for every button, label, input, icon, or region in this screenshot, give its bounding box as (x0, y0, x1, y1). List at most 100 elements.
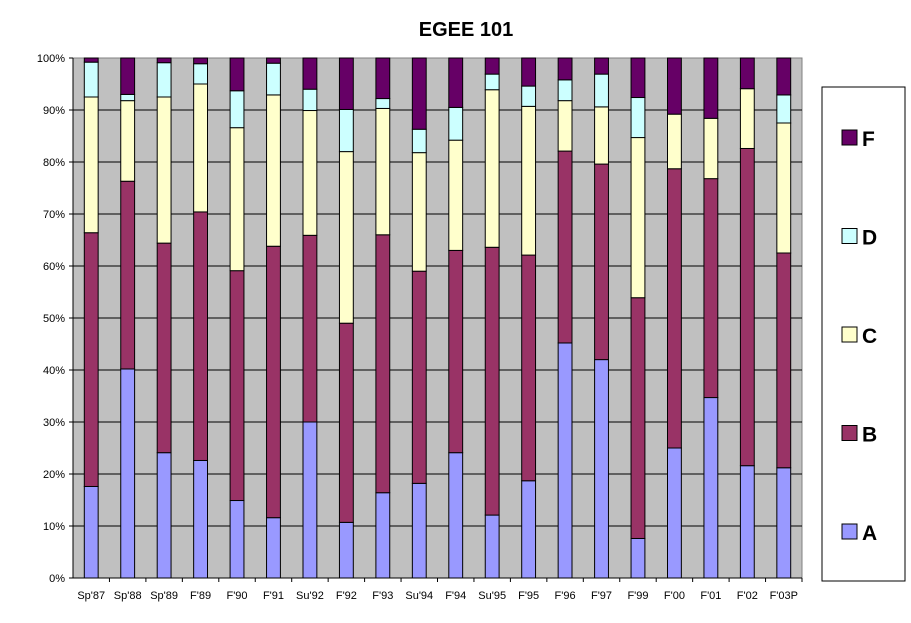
bar-segment-a (557, 342, 573, 579)
x-tick-label: Sp'88 (114, 590, 142, 602)
legend-swatch-c (841, 326, 858, 343)
bar-segment-a (156, 452, 172, 579)
x-tick-label: F'94 (445, 590, 466, 602)
bar-segment-c (302, 110, 318, 236)
bar-segment-f (703, 57, 719, 119)
bar-segment-b (484, 246, 500, 516)
bar-segment-c (557, 100, 573, 152)
bar-segment-f (557, 57, 573, 81)
bar-segment-a (776, 467, 792, 579)
bar-segment-f (521, 57, 537, 87)
bar-segment-c (666, 113, 682, 170)
bar-segment-c (375, 107, 391, 236)
bar-segment-f (83, 57, 99, 63)
bar-segment-a (338, 521, 354, 579)
bar-segment-b (411, 270, 427, 484)
bar-segment-b (83, 232, 99, 487)
y-tick-label: 30% (43, 417, 65, 429)
bar-segment-a (120, 368, 136, 579)
x-tick-label: F'00 (664, 590, 685, 602)
bar-segment-d (630, 97, 646, 139)
legend-label: A (862, 522, 877, 545)
bar-segment-d (594, 73, 609, 108)
bar-segment-d (229, 90, 245, 129)
bar-segment-d (375, 98, 391, 109)
chart-title: EGEE 101 (419, 19, 514, 41)
bar-segment-b (229, 270, 245, 502)
bar-segment-f (302, 57, 318, 90)
x-tick-label: Su'92 (296, 590, 324, 602)
bar-segment-f (666, 57, 682, 115)
bar-segment-b (156, 242, 172, 454)
x-tick-label: Sp'87 (77, 590, 105, 602)
legend-items: F D C B A (841, 128, 877, 545)
bar-segment-c (484, 89, 500, 248)
bar-segment-a (83, 485, 99, 579)
bar-segment-f (375, 57, 391, 100)
bar-segment-d (193, 63, 209, 85)
bar-segment-d (448, 106, 464, 141)
bar-segment-a (448, 452, 464, 579)
bar-segment-f (193, 57, 209, 65)
bar-segment-a (594, 359, 609, 579)
x-tick-label: F'96 (555, 590, 576, 602)
y-tick-label: 80% (43, 157, 65, 169)
bars (83, 57, 792, 579)
x-tick-label: F'92 (336, 590, 357, 602)
bar-segment-f (484, 57, 500, 75)
bar-segment-d (120, 93, 136, 102)
legend-label: D (862, 227, 877, 250)
bar-segment-c (266, 94, 281, 247)
bar-segment-d (338, 108, 354, 153)
bar-segment-b (302, 234, 318, 423)
bar-segment-c (630, 137, 646, 299)
legend-swatch-b (841, 425, 858, 441)
bar-segment-a (266, 517, 281, 579)
bar-segment-b (120, 180, 136, 370)
bar-segment-c (83, 96, 99, 234)
bar-segment-f (594, 57, 609, 75)
bar-segment-a (521, 480, 537, 579)
bar-segment-d (302, 88, 318, 112)
bar-segment-c (156, 96, 172, 244)
bar-segment-b (521, 254, 537, 482)
bar-segment-f (156, 57, 172, 64)
bar-segment-f (411, 57, 427, 130)
bar-segment-b (594, 163, 609, 361)
legend (821, 86, 906, 582)
x-tick-label: F'99 (627, 590, 648, 602)
bar-segment-c (193, 83, 209, 213)
bar-segment-c (120, 100, 136, 182)
bar-segment-f (630, 57, 646, 99)
bar-segment-a (193, 459, 209, 579)
bar-segment-a (739, 465, 755, 579)
x-tick-label: F'93 (372, 590, 393, 602)
legend-label: C (862, 325, 877, 348)
bar-segment-a (302, 421, 318, 579)
bar-segment-d (484, 73, 500, 91)
bar-segment-c (448, 139, 464, 251)
x-axis: Sp'87 Sp'88 Sp'89 F'89 F'90 F'91 Su'92 F'92 F'93… (73, 577, 803, 602)
bar-segment-b (703, 178, 719, 399)
y-tick-label: 0% (49, 573, 65, 585)
y-tick-label: 10% (43, 521, 65, 533)
bar-segment-a (411, 482, 427, 579)
bar-segment-f (120, 57, 136, 95)
y-tick-label: 70% (43, 209, 65, 221)
bar-segment-b (375, 234, 391, 494)
bar-segment-b (193, 211, 209, 461)
y-tick-label: 50% (43, 313, 65, 325)
x-tick-label: F'91 (263, 590, 284, 602)
bar-segment-b (266, 245, 281, 519)
y-axis: 0% 10% 20% 30% 40% 50% 60% 70% 80% 90% 100% (37, 53, 74, 585)
bar-segment-d (776, 94, 792, 124)
bar-segment-b (739, 147, 755, 467)
bar-segment-a (229, 500, 245, 579)
x-tick-label: F'89 (190, 590, 211, 602)
legend-label: F (862, 128, 875, 151)
bar-segment-f (338, 57, 354, 110)
bar-segment-b (666, 168, 682, 449)
bar-segment-d (411, 128, 427, 154)
bar-segment-b (776, 252, 792, 469)
x-tick-label: Su'94 (405, 590, 433, 602)
